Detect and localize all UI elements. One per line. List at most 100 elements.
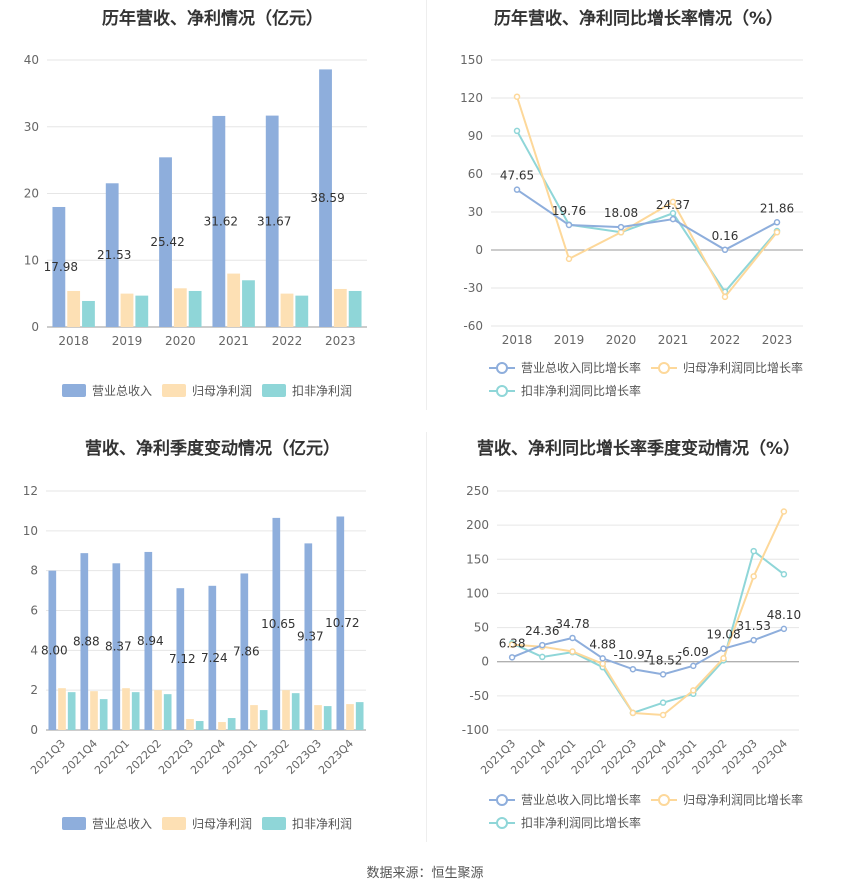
bar	[346, 704, 354, 730]
data-point	[659, 711, 667, 719]
legend-label: 营业总收入同比增长率	[521, 360, 641, 375]
data-point	[659, 699, 667, 706]
legend-marker	[496, 385, 508, 397]
bar	[105, 183, 119, 327]
data-point	[669, 210, 677, 217]
bar	[250, 705, 258, 730]
vertical-divider	[426, 0, 427, 410]
legend-swatch	[262, 817, 286, 830]
y-tick-label: 30	[468, 205, 483, 219]
chart-title: 历年营收、净利同比增长率情况（%）	[493, 9, 784, 29]
bar	[291, 693, 300, 730]
legend-label: 扣非净利润同比增长率	[521, 383, 641, 398]
bar	[323, 706, 332, 730]
bar	[227, 273, 241, 327]
series-line	[511, 549, 785, 715]
chart-panel-annual-bar: 历年营收、净利情况（亿元） 0 10 20 30 40 2018 2019 2020 2021 2…	[0, 0, 425, 410]
y-tick-label: 12	[23, 484, 38, 498]
bar	[227, 718, 236, 730]
line-data-label: 48.10	[767, 608, 801, 622]
bar	[154, 690, 162, 730]
line-data-label: 19.76	[552, 204, 586, 218]
bar	[48, 570, 57, 730]
legend-marker	[496, 794, 508, 806]
line-data-label: 24.37	[656, 198, 690, 212]
line-data-label: -10.97	[614, 648, 653, 662]
data-point	[720, 655, 727, 662]
bar-data-label: 7.86	[233, 645, 260, 659]
line-data-label: 31.53	[737, 619, 771, 633]
line-data-label: 47.65	[500, 169, 534, 183]
data-point	[690, 662, 697, 670]
chart-panel-annual-line: 历年营收、净利同比增长率情况（%） -60 -30 0 30 60 90 120 150 201…	[427, 0, 850, 410]
y-tick-label: 50	[474, 621, 489, 635]
bar	[131, 692, 140, 730]
x-tick-label: 2023Q4	[316, 737, 356, 777]
bar	[242, 280, 255, 327]
bar	[314, 705, 322, 730]
y-tick-label: 60	[468, 167, 483, 181]
bar	[295, 295, 309, 327]
data-point	[599, 655, 606, 662]
chart-title: 历年营收、净利情况（亿元）	[102, 9, 323, 29]
bar-data-label: 17.98	[44, 260, 78, 274]
series-line	[516, 96, 778, 299]
quarterly-bar-chart: 0246810122021Q32021Q42022Q12022Q22022Q32…	[23, 484, 366, 831]
y-tick-label: 4	[30, 643, 38, 657]
data-point	[750, 547, 757, 555]
line-data-label: 21.86	[760, 201, 794, 215]
data-point	[659, 671, 667, 678]
legend-marker	[496, 817, 508, 829]
line-data-label: -18.52	[644, 653, 683, 667]
data-point	[539, 653, 546, 661]
bar	[112, 563, 121, 730]
bar	[122, 688, 130, 730]
x-tick-label: 2018	[502, 333, 533, 347]
bar	[163, 694, 172, 730]
bar-data-label: 10.72	[325, 616, 359, 630]
line-data-label: 19.08	[706, 628, 740, 642]
bar-data-label: 25.42	[150, 235, 184, 249]
legend-marker	[658, 362, 670, 374]
data-point	[721, 246, 729, 254]
bar	[195, 721, 204, 730]
bar	[240, 573, 249, 730]
legend-label: 扣非净利润	[292, 384, 352, 398]
bar	[80, 553, 89, 730]
data-source-label: 数据来源：恒生聚源	[366, 866, 484, 881]
bar	[188, 290, 202, 327]
bar	[176, 588, 185, 730]
legend-swatch	[62, 817, 86, 830]
legend-label: 营业总收入	[92, 384, 152, 398]
data-point	[513, 127, 521, 135]
bar	[282, 690, 290, 730]
data-point	[569, 648, 576, 655]
bar	[120, 293, 134, 327]
data-point	[629, 709, 637, 717]
bar	[52, 206, 66, 327]
line-data-label: 4.88	[589, 637, 616, 651]
data-point	[617, 223, 625, 231]
x-tick-label: 2022	[710, 333, 741, 347]
x-tick-label: 2020	[165, 334, 196, 348]
y-tick-label: -100	[462, 723, 489, 737]
data-point	[780, 571, 788, 578]
x-tick-label: 2022	[272, 334, 303, 348]
bar-data-label: 31.67	[257, 214, 291, 228]
y-tick-label: 2	[30, 683, 38, 697]
bar	[336, 516, 345, 730]
y-tick-label: 0	[30, 723, 38, 737]
x-tick-label: 2021	[658, 333, 689, 347]
legend-swatch	[162, 384, 186, 397]
x-tick-label: 2021	[218, 334, 249, 348]
x-tick-label: 2023	[325, 334, 356, 348]
y-tick-label: 120	[460, 91, 483, 105]
bar	[319, 69, 332, 328]
y-tick-label: 200	[466, 518, 489, 532]
y-tick-label: 40	[24, 53, 39, 67]
data-point	[780, 508, 788, 515]
bar	[218, 722, 226, 730]
chart-title: 营收、净利同比增长率季度变动情况（%）	[476, 439, 801, 459]
y-tick-label: 100	[466, 586, 489, 600]
series-line	[516, 188, 778, 251]
